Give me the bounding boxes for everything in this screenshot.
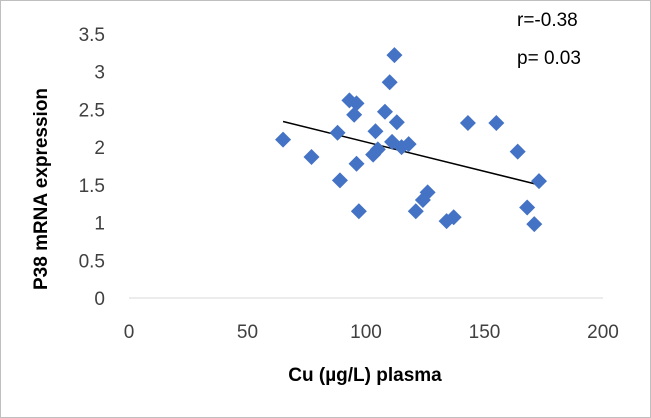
data-point bbox=[275, 131, 292, 148]
y-tick-label: 1 bbox=[94, 214, 105, 235]
x-tick-label: 150 bbox=[469, 322, 501, 343]
data-point bbox=[531, 173, 548, 190]
data-point bbox=[376, 103, 393, 120]
correlation-annotation: r=-0.38 bbox=[517, 10, 578, 31]
x-tick-label: 0 bbox=[124, 322, 135, 343]
data-point bbox=[331, 172, 348, 189]
data-point bbox=[329, 124, 346, 141]
p-value-annotation: p= 0.03 bbox=[517, 48, 581, 69]
data-point bbox=[526, 216, 543, 233]
trendline bbox=[282, 120, 540, 186]
data-point bbox=[519, 199, 536, 216]
data-point bbox=[386, 47, 403, 64]
y-tick-label: 3 bbox=[94, 63, 105, 84]
y-axis-title: P38 mRNA expression bbox=[31, 88, 52, 290]
data-point bbox=[445, 209, 462, 226]
data-point bbox=[348, 155, 365, 172]
data-point bbox=[459, 115, 476, 132]
y-tick-label: 2 bbox=[94, 138, 105, 159]
data-point bbox=[346, 106, 363, 123]
x-tick-label: 200 bbox=[587, 322, 619, 343]
y-axis-ticks: 0 0.5 1 1.5 2 2.5 3 3.5 bbox=[79, 25, 105, 310]
data-point bbox=[367, 123, 384, 140]
data-point bbox=[419, 184, 436, 201]
y-tick-label: 3.5 bbox=[79, 25, 105, 46]
y-tick-label: 0 bbox=[94, 289, 105, 310]
data-point bbox=[350, 203, 367, 220]
y-tick-label: 2.5 bbox=[79, 100, 105, 121]
data-point bbox=[388, 114, 405, 131]
y-tick-label: 1.5 bbox=[79, 176, 105, 197]
y-tick-label: 0.5 bbox=[79, 251, 105, 272]
data-point bbox=[488, 115, 505, 132]
data-point bbox=[348, 95, 365, 112]
data-point bbox=[400, 136, 417, 153]
data-point bbox=[509, 143, 526, 160]
data-point bbox=[381, 74, 398, 91]
x-tick-label: 50 bbox=[237, 322, 258, 343]
x-tick-label: 100 bbox=[350, 322, 382, 343]
x-axis-title: Cu (µg/L) plasma bbox=[288, 365, 442, 386]
data-point bbox=[369, 141, 386, 158]
data-points bbox=[275, 47, 548, 233]
data-point bbox=[303, 148, 320, 165]
data-point bbox=[407, 203, 424, 220]
x-axis-ticks: 0 50 100 150 200 bbox=[124, 322, 619, 343]
